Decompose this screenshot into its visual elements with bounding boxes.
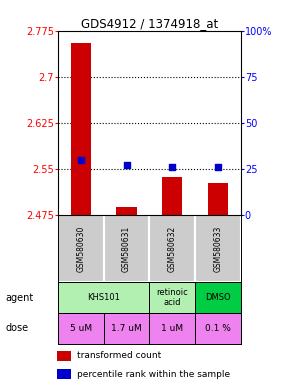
Text: 1.7 uM: 1.7 uM — [111, 324, 142, 333]
Bar — [149, 282, 195, 313]
Bar — [58, 313, 104, 344]
Bar — [57, 369, 71, 379]
Text: GSM580631: GSM580631 — [122, 225, 131, 272]
Bar — [104, 215, 149, 282]
Text: GSM580632: GSM580632 — [168, 225, 177, 272]
Bar — [58, 215, 104, 282]
Text: percentile rank within the sample: percentile rank within the sample — [77, 369, 231, 379]
Bar — [149, 215, 195, 282]
Title: GDS4912 / 1374918_at: GDS4912 / 1374918_at — [81, 17, 218, 30]
Bar — [104, 313, 149, 344]
Point — [79, 157, 83, 163]
Text: 5 uM: 5 uM — [70, 324, 92, 333]
Text: dose: dose — [6, 323, 29, 333]
Bar — [149, 313, 195, 344]
Bar — [58, 282, 149, 313]
Bar — [162, 177, 182, 215]
Bar — [195, 215, 241, 282]
Bar — [116, 207, 137, 215]
Text: DMSO: DMSO — [205, 293, 231, 302]
Point — [124, 162, 129, 168]
Bar — [70, 43, 91, 215]
Text: retinoic
acid: retinoic acid — [156, 288, 188, 307]
Text: 0.1 %: 0.1 % — [205, 324, 231, 333]
Text: GSM580630: GSM580630 — [76, 225, 85, 272]
Bar — [208, 183, 228, 215]
Text: GSM580633: GSM580633 — [213, 225, 222, 272]
Bar — [195, 313, 241, 344]
Text: KHS101: KHS101 — [87, 293, 120, 302]
Bar — [57, 351, 71, 361]
Text: 1 uM: 1 uM — [161, 324, 183, 333]
Text: transformed count: transformed count — [77, 351, 162, 361]
Bar — [195, 282, 241, 313]
Point — [170, 164, 175, 170]
Text: agent: agent — [6, 293, 34, 303]
Point — [215, 164, 220, 170]
